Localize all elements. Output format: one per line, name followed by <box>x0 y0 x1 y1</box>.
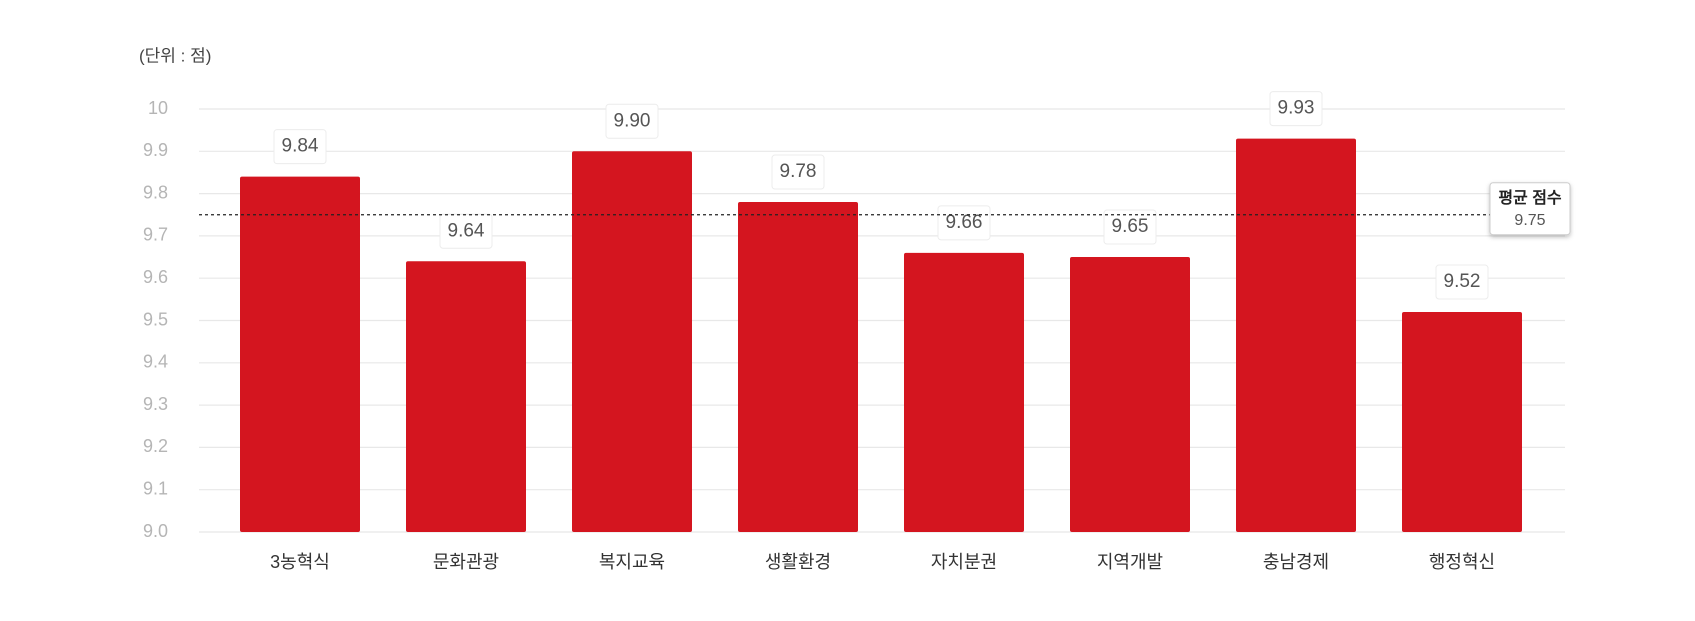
bar <box>1236 138 1356 533</box>
average-value: 9.75 <box>1514 212 1545 229</box>
value-label-box <box>1269 91 1323 127</box>
x-tick-label: 문화관광 <box>433 552 499 572</box>
y-tick-label: 9.4 <box>143 352 168 372</box>
value-label: 9.66 <box>946 212 983 233</box>
value-label-box <box>771 154 825 190</box>
x-tick-label: 충남경제 <box>1263 552 1329 572</box>
y-tick-label: 9.8 <box>143 182 168 202</box>
average-box <box>1489 182 1571 236</box>
y-tick-label: 9.7 <box>143 225 168 245</box>
value-label: 9.52 <box>1444 271 1481 292</box>
value-label-box <box>1103 209 1157 245</box>
unit-label: (단위 : 점) <box>139 46 211 65</box>
x-tick-label: 복지교육 <box>599 552 665 572</box>
bar <box>572 151 692 533</box>
average-label: 평균 점수 <box>1498 188 1562 207</box>
value-label-box <box>273 129 327 165</box>
x-tick-label: 생활환경 <box>765 552 831 572</box>
value-label: 9.93 <box>1278 98 1315 119</box>
y-tick-label: 9.1 <box>143 478 168 498</box>
value-label-box <box>1435 264 1489 300</box>
value-label: 9.65 <box>1112 216 1149 237</box>
y-tick-label: 9.6 <box>143 267 168 287</box>
x-tick-label: 자치분권 <box>931 552 997 572</box>
x-tick-label: 3농혁식 <box>270 552 330 572</box>
y-tick-label: 9.5 <box>143 309 168 329</box>
bar <box>240 176 360 532</box>
value-label: 9.90 <box>614 110 651 131</box>
value-label: 9.84 <box>282 136 319 157</box>
bar <box>1402 312 1522 532</box>
x-tick-label: 행정혁신 <box>1429 552 1495 572</box>
y-tick-label: 9.9 <box>143 140 168 160</box>
value-label-box <box>605 103 659 139</box>
y-tick-label: 9.3 <box>143 394 168 414</box>
y-tick-label: 9.2 <box>143 436 168 456</box>
bar <box>1070 257 1190 532</box>
bar <box>406 261 526 532</box>
x-tick-label: 지역개발 <box>1097 552 1163 572</box>
value-label: 9.78 <box>780 161 817 182</box>
value-label: 9.64 <box>448 220 485 241</box>
y-tick-label: 10 <box>148 98 168 118</box>
bar <box>738 202 858 532</box>
bar <box>904 252 1024 532</box>
y-tick-label: 9.0 <box>143 521 168 541</box>
